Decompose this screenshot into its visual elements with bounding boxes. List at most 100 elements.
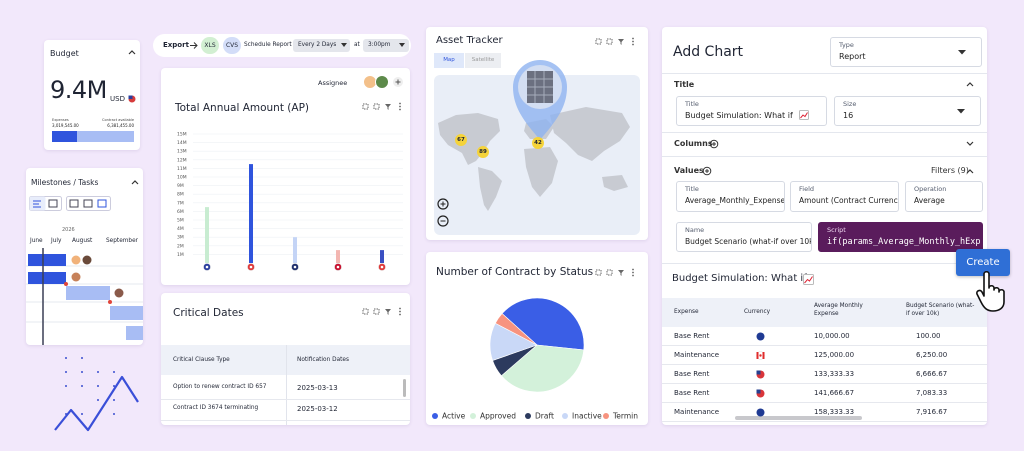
assignees[interactable] xyxy=(361,74,407,92)
table-cell: 158,333.33 xyxy=(814,408,855,416)
collapse-icon[interactable] xyxy=(128,48,136,56)
assignee-label: Assignee xyxy=(318,79,348,87)
report-title: Budget Simulation: What if xyxy=(672,273,807,284)
card-title: Total Annual Amount (AP) xyxy=(175,102,310,114)
map-marker[interactable]: 42 xyxy=(532,137,544,149)
type-select[interactable]: Type Report xyxy=(830,37,982,67)
map-marker[interactable]: 67 xyxy=(455,134,467,146)
column-header: Currency xyxy=(744,309,771,315)
field-value: Average xyxy=(914,196,945,205)
create-button[interactable]: Create xyxy=(956,249,1010,276)
field-value: if(params_Average_Monthly_hExp xyxy=(827,237,981,247)
flag xyxy=(756,332,765,341)
column-header: Notification Dates xyxy=(297,357,349,363)
row-divider xyxy=(662,345,987,346)
add-icon[interactable] xyxy=(702,166,712,176)
chart-emoji xyxy=(799,110,809,120)
pie-slice xyxy=(500,344,585,393)
value-field[interactable]: Title Average_Monthly_Expense xyxy=(676,181,785,212)
y-tick-label: 2M xyxy=(177,243,184,249)
card-title: Number of Contract by Status xyxy=(436,266,594,278)
format-button[interactable]: CVS xyxy=(223,37,241,54)
value: 6,381,455.00 xyxy=(107,123,134,128)
column-divider xyxy=(286,345,287,425)
bar xyxy=(336,250,340,263)
scrollbar[interactable] xyxy=(403,379,406,397)
gantt xyxy=(26,248,143,345)
progress-used xyxy=(52,131,77,142)
scrollbar[interactable] xyxy=(735,416,862,420)
divider xyxy=(662,132,987,133)
bar xyxy=(380,250,384,263)
pie-slice xyxy=(494,313,538,346)
field-label: Script xyxy=(827,226,846,234)
at-label: at xyxy=(354,42,360,48)
add-icon[interactable] xyxy=(709,139,719,149)
card-actions[interactable] xyxy=(361,307,405,316)
filters-toggle[interactable]: Filters (9) xyxy=(931,166,969,175)
select-value: 3:00pm xyxy=(368,42,391,48)
value-field[interactable]: Name Budget Scenario (what-if over 10k) xyxy=(676,222,812,252)
title-field[interactable]: Title Budget Simulation: What if xyxy=(676,96,827,126)
y-tick-label: 14M xyxy=(177,140,187,146)
expand-icon[interactable] xyxy=(966,141,974,147)
flag xyxy=(759,354,762,357)
legend-label: Inactive xyxy=(572,412,602,421)
map-tab[interactable]: Satellite xyxy=(465,53,501,68)
column-header: Average Monthly Expense xyxy=(814,303,863,317)
card-title: Budget xyxy=(50,49,79,58)
decoration xyxy=(54,357,139,432)
value-field[interactable]: Operation Average xyxy=(905,181,983,212)
currency: USD xyxy=(110,95,125,103)
bar xyxy=(205,207,209,263)
time-select[interactable]: 3:00pm xyxy=(363,39,409,52)
table-cell: 7,083.33 xyxy=(916,389,948,397)
budget-card: Budget 9.4M USD Expenses 3,019,545.00 Co… xyxy=(44,40,140,150)
collapse-icon[interactable] xyxy=(131,178,139,186)
table-header xyxy=(161,345,410,375)
table-cell: 100.00 xyxy=(916,332,941,340)
script-field[interactable]: Script if(params_Average_Monthly_hExp xyxy=(818,222,983,252)
frequency-select[interactable]: Every 2 Days xyxy=(293,39,350,52)
y-tick-label: 10M xyxy=(177,175,187,181)
progress-available xyxy=(77,131,134,142)
table-cell: Base Rent xyxy=(674,389,710,397)
map-marker[interactable]: 89 xyxy=(477,146,489,158)
size-select[interactable]: Size 16 xyxy=(834,96,981,126)
row-divider xyxy=(662,364,987,365)
view-toggles[interactable] xyxy=(29,196,114,212)
collapse-icon[interactable] xyxy=(966,168,974,174)
card-title: Milestones / Tasks xyxy=(31,178,99,187)
field-value: Budget Scenario (what-if over 10k) xyxy=(685,237,812,246)
value-field[interactable]: Field Amount (Contract Currency) xyxy=(790,181,899,212)
section-title: Columns xyxy=(674,139,713,148)
collapse-icon[interactable] xyxy=(966,81,974,87)
y-tick-label: 13M xyxy=(177,149,187,155)
section-title: Values xyxy=(674,166,704,175)
critical-dates-card: Critical Dates Critical Clause Type Noti… xyxy=(161,293,410,425)
field-label: Field xyxy=(799,185,815,193)
y-tick-label: 6M xyxy=(177,209,184,215)
table-cell: Maintenance xyxy=(674,408,720,416)
y-tick-label: 1M xyxy=(177,252,184,258)
legend-label: Active xyxy=(442,412,466,421)
field-label: Size xyxy=(843,100,857,108)
y-tick-label: 8M xyxy=(177,192,184,198)
table-cell: 7,916.67 xyxy=(916,408,948,416)
flag-icon xyxy=(205,265,209,269)
month-label: September xyxy=(106,238,139,244)
field-label: Type xyxy=(839,41,854,49)
field-value: Budget Simulation: What if xyxy=(685,111,793,120)
card-actions[interactable] xyxy=(594,268,638,277)
card-actions[interactable] xyxy=(594,37,638,46)
map-tab[interactable]: Map xyxy=(434,53,464,68)
format-button[interactable]: XLS xyxy=(201,37,219,54)
card-actions[interactable] xyxy=(361,102,405,111)
y-tick-label: 4M xyxy=(177,226,184,232)
y-tick-label: 11M xyxy=(177,166,187,172)
flag-icon xyxy=(249,265,253,269)
flag-icon xyxy=(756,370,765,379)
flag-icon xyxy=(756,408,765,417)
month-label: June xyxy=(30,238,43,244)
